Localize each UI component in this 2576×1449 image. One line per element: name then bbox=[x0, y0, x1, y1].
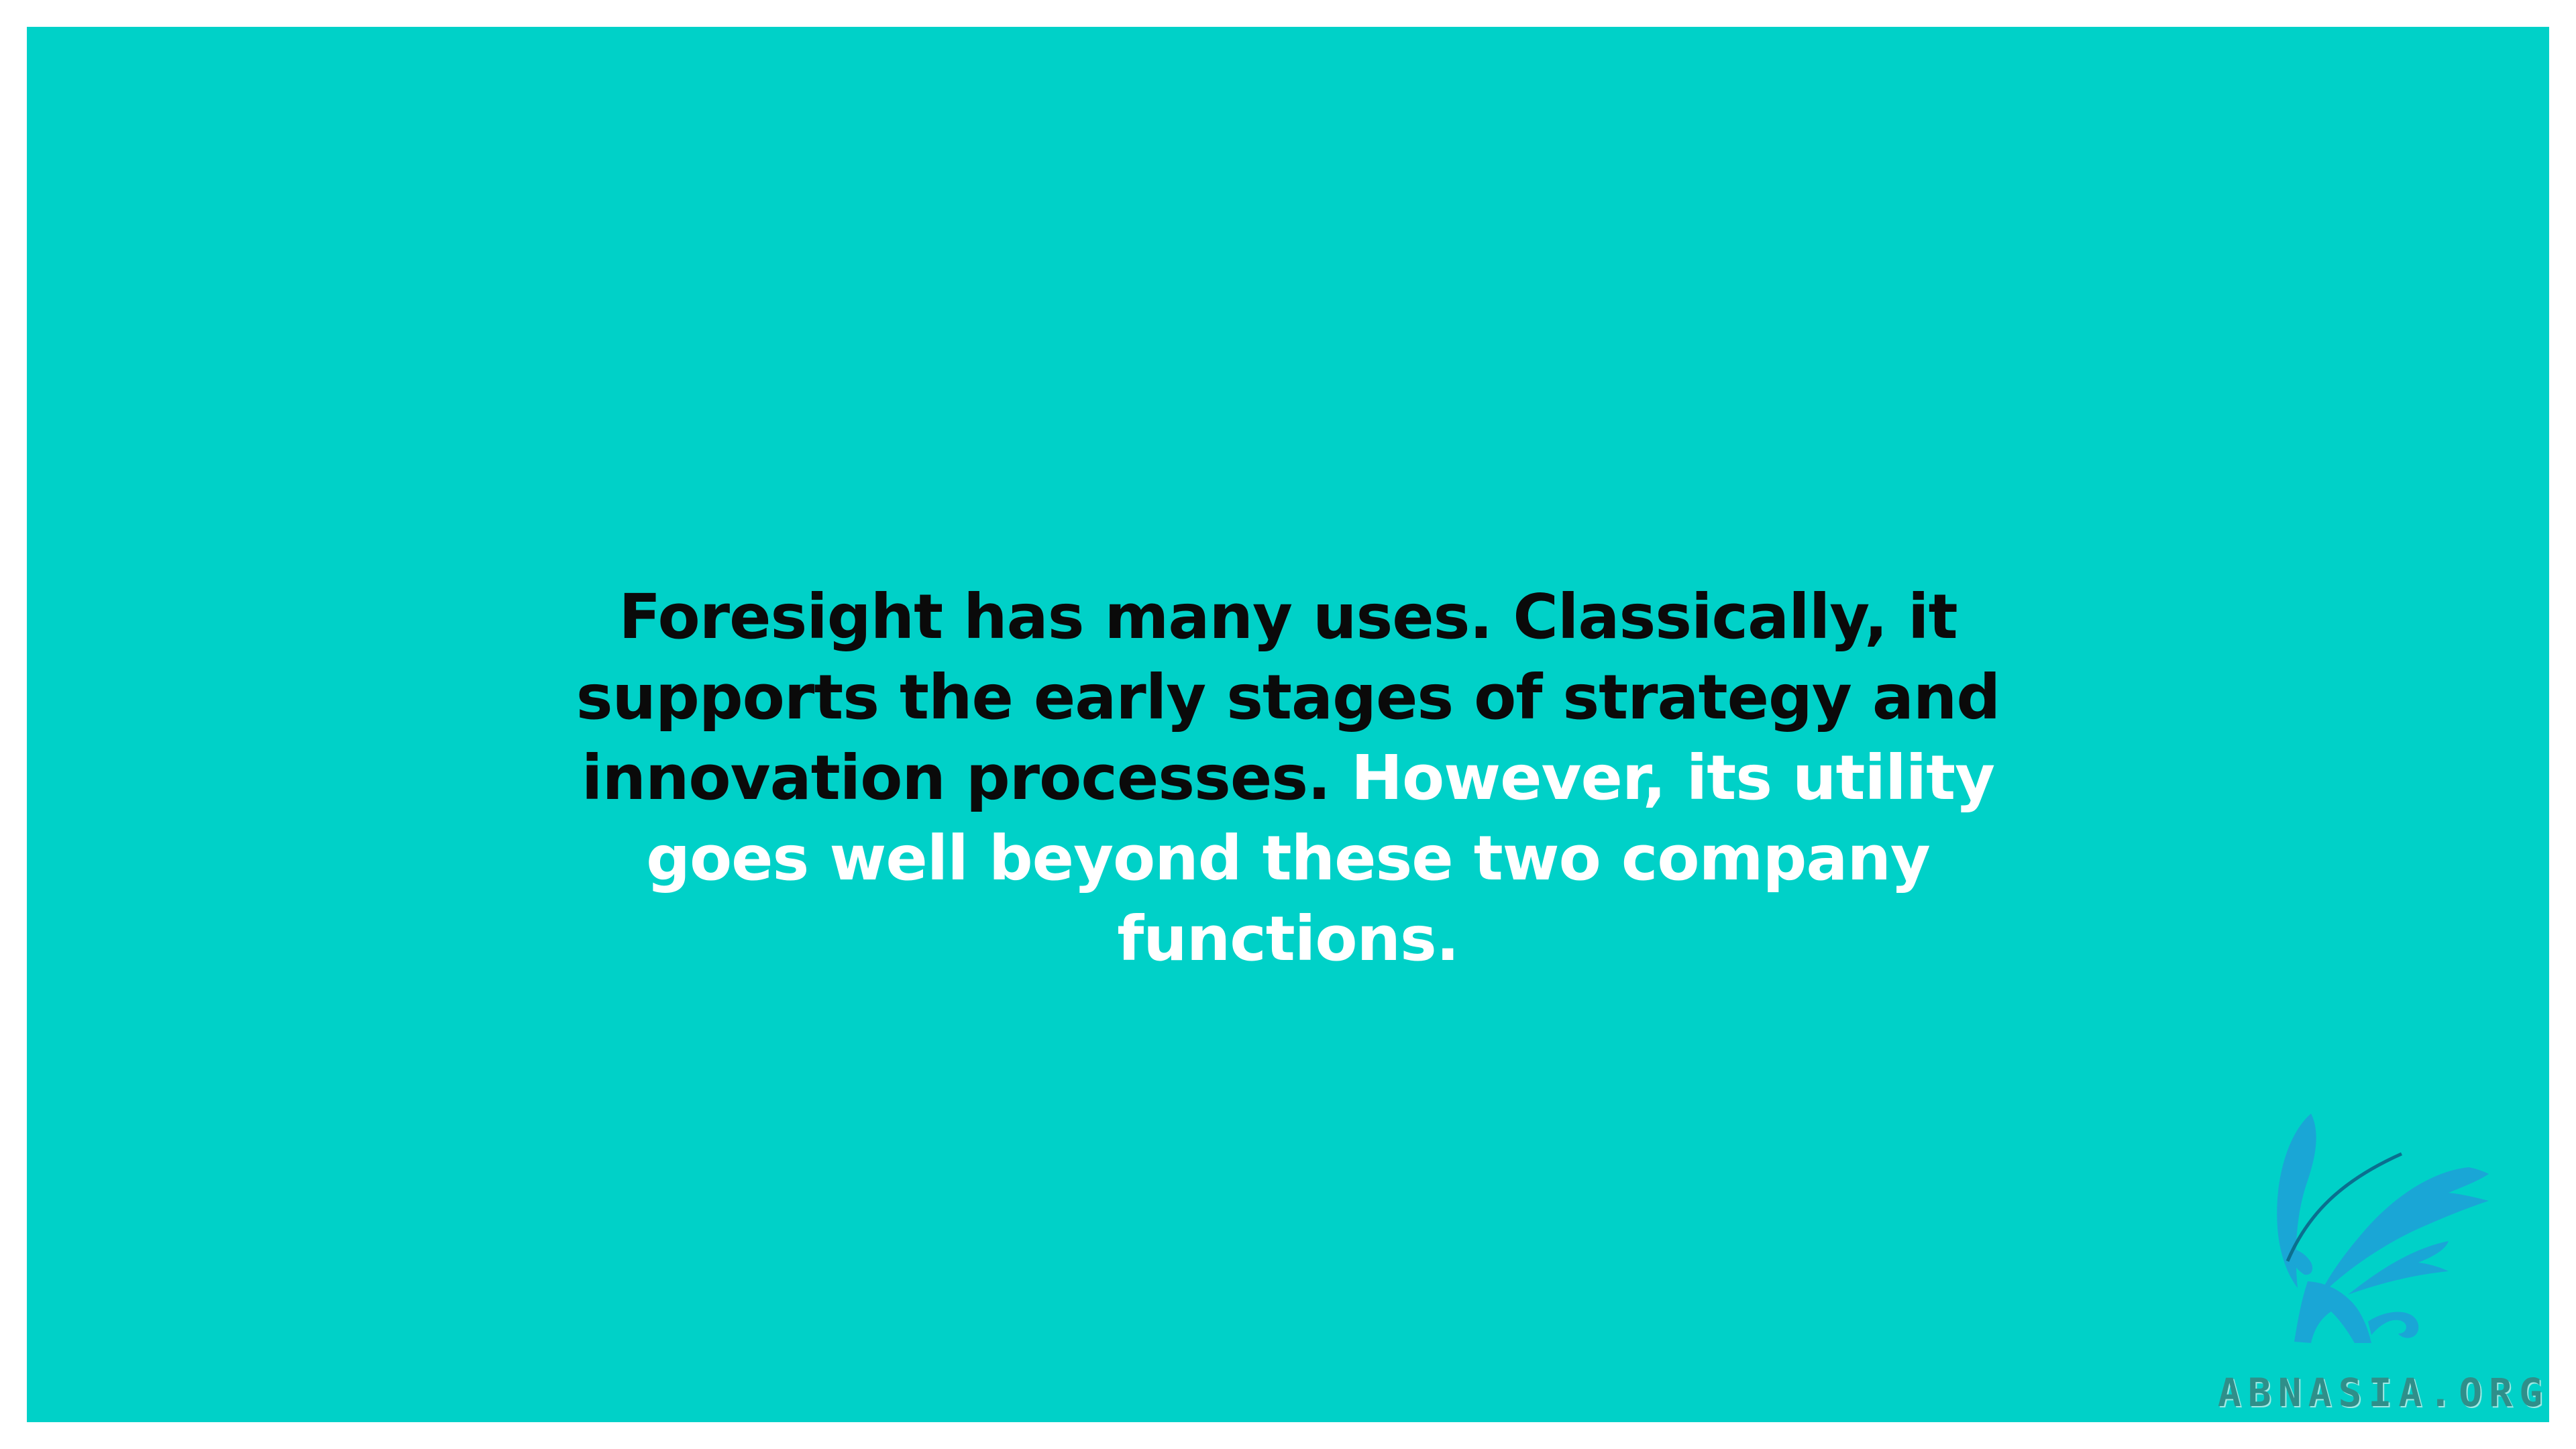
slide-frame: Foresight has many uses. Classically, it… bbox=[27, 27, 2549, 1422]
quote-highlight-text: However, its utility goes well beyond th… bbox=[646, 742, 1995, 975]
slide-quote: Foresight has many uses. Classically, it… bbox=[517, 577, 2059, 979]
griffin-logo-icon bbox=[2277, 1114, 2489, 1343]
watermark-label: ABNASIA.ORG bbox=[2217, 1370, 2549, 1415]
quote-dark-text: Foresight has many uses. Classically, it… bbox=[576, 581, 2001, 814]
